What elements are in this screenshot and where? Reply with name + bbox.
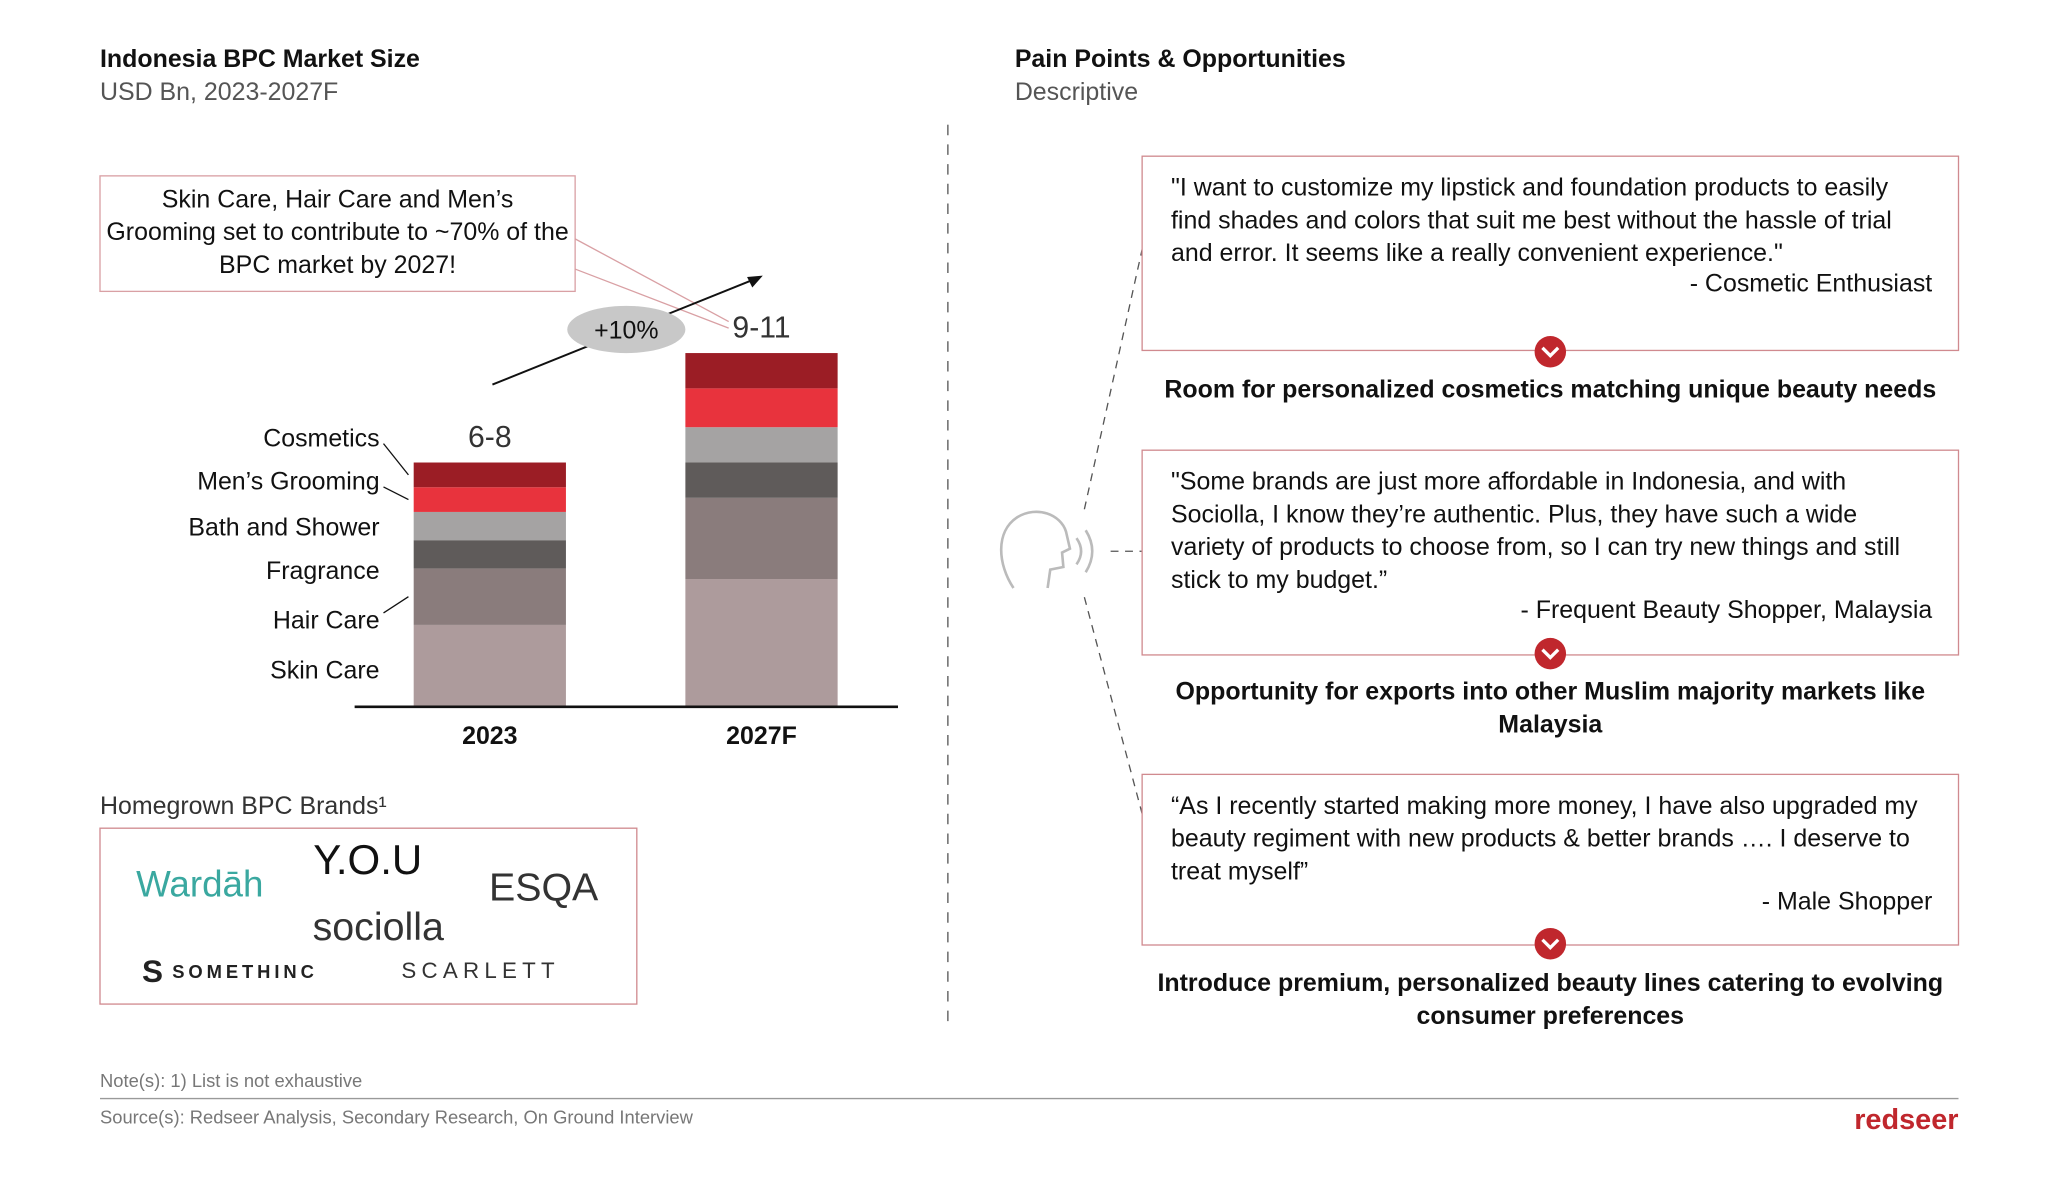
growth-bubble [567,305,686,354]
callout-leader [574,268,729,329]
insight: Room for personalized cosmetics matching… [1164,376,1937,405]
left-subtitle: USD Bn, 2023-2027F [100,78,338,106]
chevron-circle [1534,637,1567,670]
note: Note(s): 1) List is not exhaustive [100,1070,362,1091]
bar-segment [685,388,838,428]
bar-segment [413,540,566,569]
callout-box [99,175,576,293]
quote-wrap: "I want to customize my lipstick and fou… [1171,174,1933,298]
bar-segment [685,579,838,707]
bar-segment [685,427,838,463]
chevron [1541,346,1560,359]
brand-logo: sociolla [313,905,444,949]
connectors [1083,249,1143,814]
right-title: Pain Points & Opportunities [1015,45,1346,73]
quote-box [1141,155,1960,352]
logo: redseer [1854,1104,1958,1136]
brands-title: Homegrown BPC Brands¹ [100,792,387,820]
right-subtitle: Descriptive [1015,78,1138,106]
legend-label: Men’s Grooming [197,468,379,496]
brand-logo: SOMETHINC [172,961,318,982]
callout-leader [574,238,729,323]
insight-wrap: Opportunity for exports into other Musli… [1175,678,1926,739]
growth-label: +10% [594,317,658,345]
legend-label: Cosmetics [263,424,379,452]
chevron-circle [1534,336,1567,368]
leader-line [382,443,409,476]
bar-segment [413,487,566,512]
insight-wrap: Introduce premium, personalized beauty l… [1157,969,1944,1031]
quote-source: - Frequent Beauty Shopper, Malaysia [1520,597,1933,625]
quote-source: - Male Shopper [1761,888,1933,917]
bar-segment [685,497,838,580]
brand-logo: Wardāh [136,863,263,904]
bar-segment [413,568,566,625]
quote-source: - Cosmetic Enthusiast [1689,270,1933,298]
insight-wrap: Room for personalized cosmetics matching… [1164,376,1937,405]
brand-icon: S [142,953,163,989]
bar-segment [413,462,566,488]
quote-box [1141,773,1960,946]
brands-box [99,827,638,1005]
bar-segment [685,462,838,498]
brand-logo: SCARLETT [401,958,559,983]
leader-line [383,486,409,501]
insight: Opportunity for exports into other Musli… [1175,678,1926,739]
legend-label: Skin Care [270,657,379,685]
chevron [1541,648,1560,660]
arrow-head [747,275,763,288]
quote-text: “As I recently started making more money… [1171,792,1918,886]
quote-box [1141,449,1960,656]
legend-label: Bath and Shower [188,514,379,542]
speaker-icon [999,510,1094,589]
bar-segment [413,511,566,541]
quote-wrap: "Some brands are just more affordable in… [1171,468,1933,625]
quote-text: "Some brands are just more affordable in… [1171,468,1901,595]
leader-line [383,596,409,614]
callout-text: Skin Care, Hair Care and Men’s Grooming … [106,186,569,280]
bar-segment [685,353,838,389]
total-label: 9-11 [732,311,790,344]
brand-logo: Y.O.U [313,836,422,883]
brand-logo: ESQA [489,865,599,909]
quote-wrap: “As I recently started making more money… [1171,792,1933,917]
chevron-circle [1534,927,1567,960]
legend-label: Hair Care [273,607,380,635]
x-tick-label: 2027F [726,722,797,750]
bar-segment [413,624,566,707]
insight: Introduce premium, personalized beauty l… [1157,969,1944,1031]
legend-label: Fragrance [266,557,380,585]
x-tick-label: 2023 [462,722,517,750]
callout-wrap: Skin Care, Hair Care and Men’s Grooming … [106,186,569,280]
items: "I want to customize my lipstick and fou… [1141,155,1960,1031]
total-label: 6-8 [468,421,512,454]
chart: Skin Care Hair Care Fragrance Bath and Show… [188,311,838,750]
source: Source(s): Redseer Analysis, Secondary R… [100,1107,694,1128]
quote-text: "I want to customize my lipstick and fou… [1171,174,1892,268]
left-title: Indonesia BPC Market Size [100,45,420,73]
chevron [1541,938,1560,950]
